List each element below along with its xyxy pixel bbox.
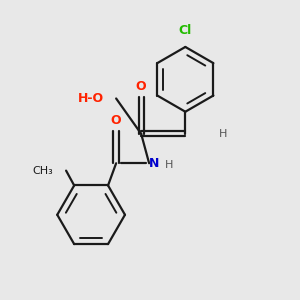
Text: H-O: H-O [78,92,104,105]
Text: CH₃: CH₃ [32,166,53,176]
Text: N: N [149,157,160,170]
Text: H: H [165,160,173,170]
Text: Cl: Cl [179,24,192,37]
Text: O: O [136,80,146,94]
Text: O: O [111,114,122,127]
Text: H: H [219,129,228,139]
